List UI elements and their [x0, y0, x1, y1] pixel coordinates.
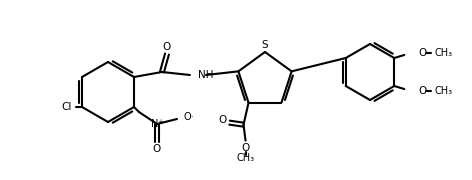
Text: N⁺: N⁺	[151, 119, 163, 129]
Text: CH₃: CH₃	[434, 86, 452, 96]
Text: S: S	[261, 40, 268, 50]
Text: O: O	[418, 48, 426, 58]
Text: CH₃: CH₃	[236, 153, 254, 163]
Text: O: O	[153, 144, 161, 154]
Text: NH: NH	[198, 70, 213, 80]
Text: Cl: Cl	[62, 102, 72, 112]
Text: O: O	[163, 42, 171, 52]
Text: O: O	[219, 115, 227, 125]
Text: O: O	[418, 86, 426, 96]
Text: CH₃: CH₃	[434, 48, 452, 58]
Text: O: O	[241, 143, 250, 153]
Text: O·: O·	[184, 112, 194, 122]
